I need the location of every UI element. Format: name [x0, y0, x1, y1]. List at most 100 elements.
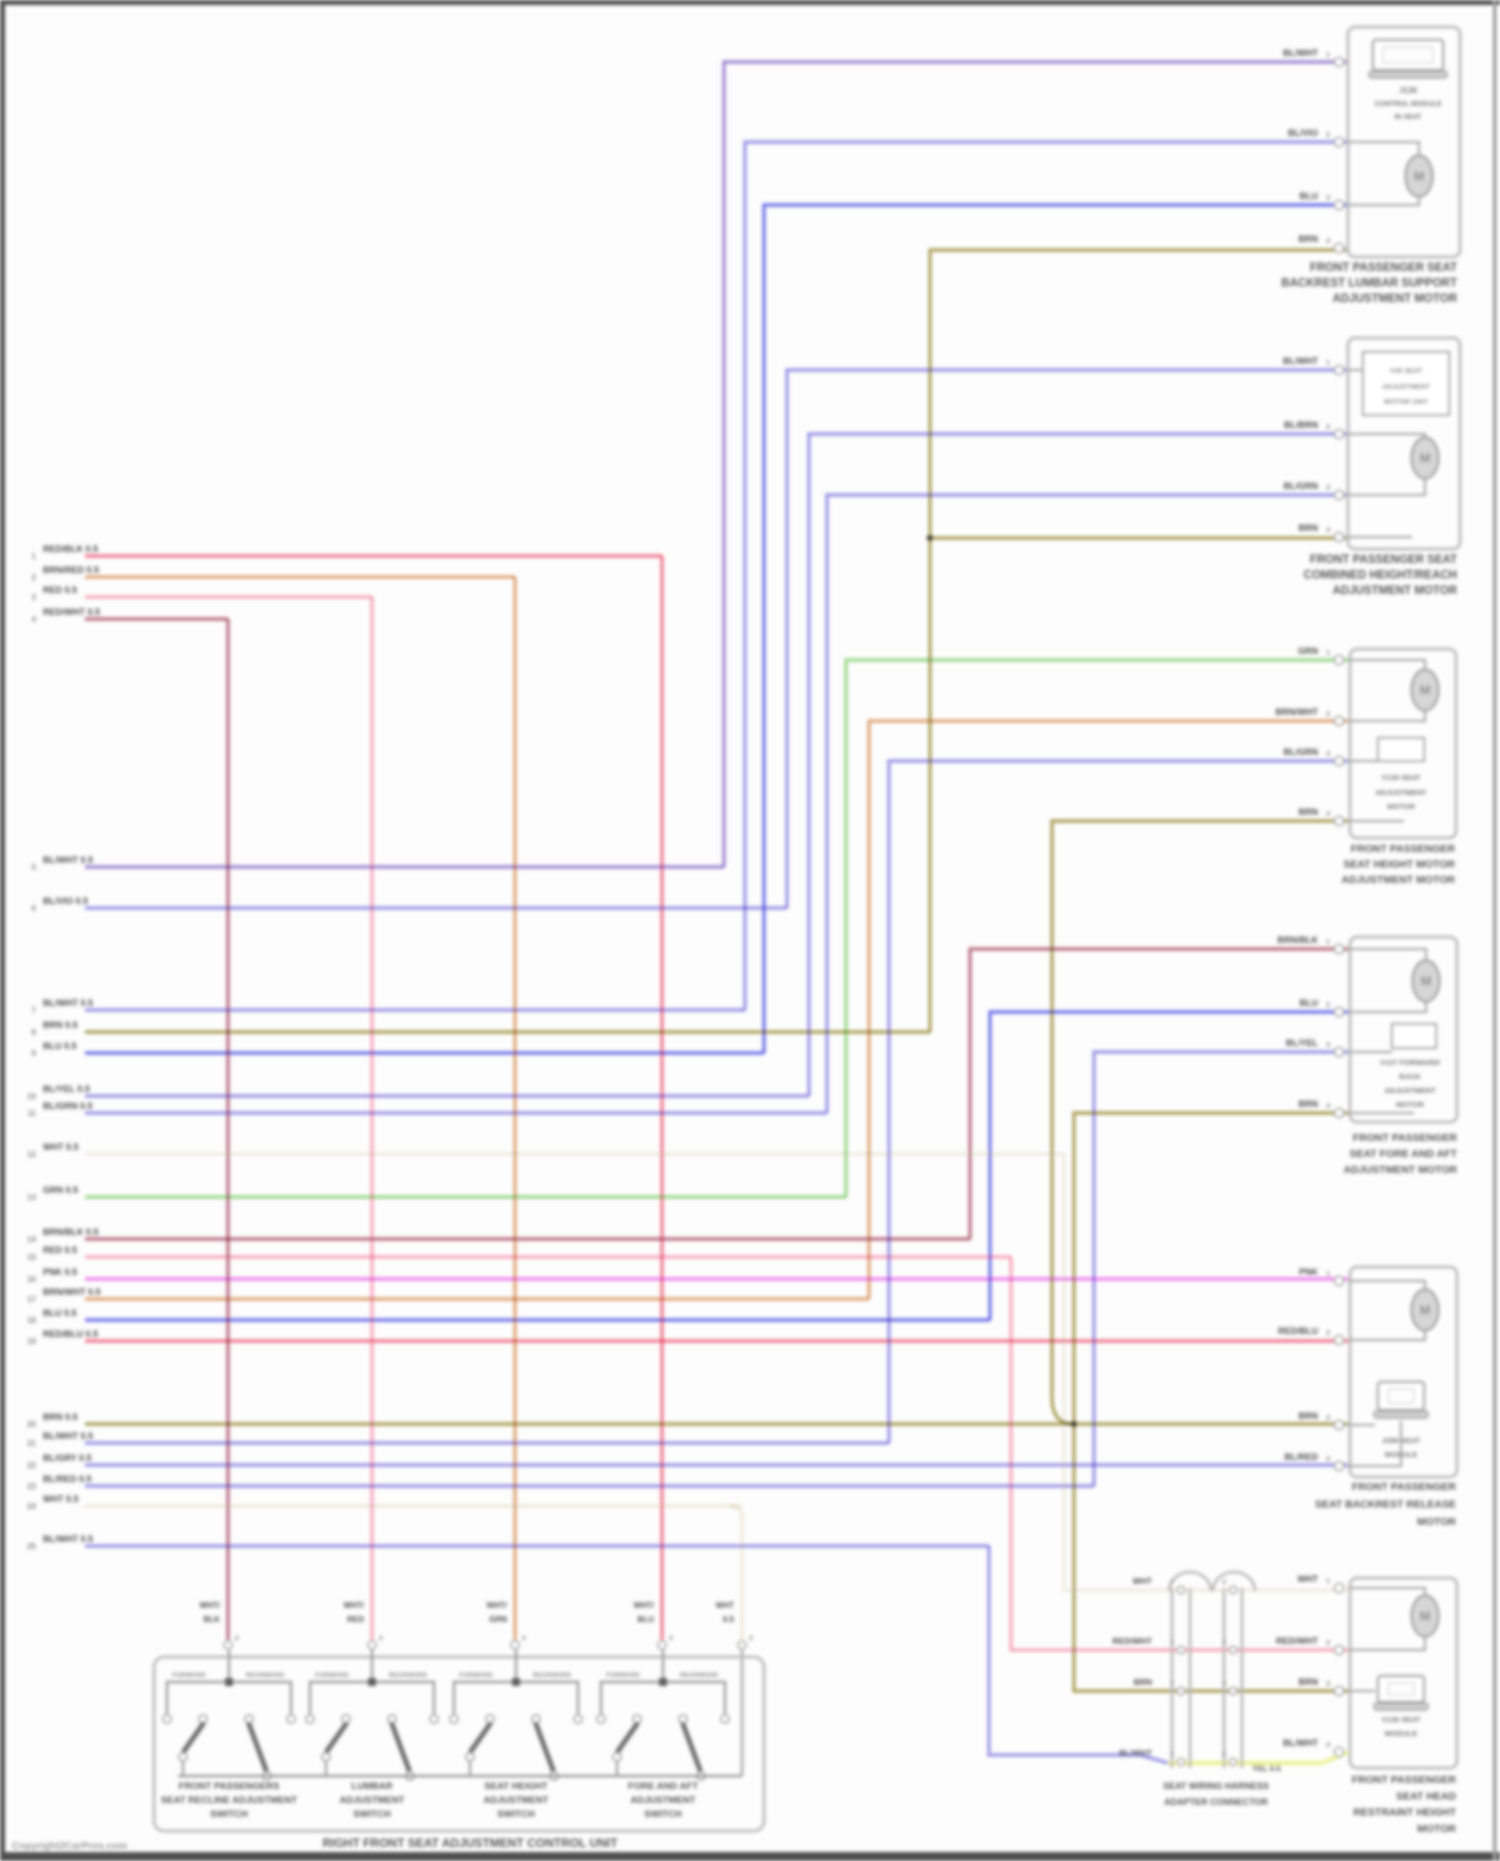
svg-text:2: 2: [379, 1635, 383, 1642]
svg-text:BL/GRN: BL/GRN: [1284, 481, 1319, 491]
svg-text:25: 25: [27, 1542, 36, 1551]
svg-text:10: 10: [27, 1092, 36, 1101]
svg-text:WHT: WHT: [1298, 1574, 1319, 1584]
svg-text:2: 2: [1326, 424, 1330, 431]
svg-text:0.5: 0.5: [723, 1615, 735, 1624]
svg-text:BRN: BRN: [1299, 1411, 1319, 1421]
svg-text:2: 2: [669, 1635, 673, 1642]
svg-text:ADJUSTMENT: ADJUSTMENT: [1382, 384, 1431, 391]
svg-text:Copyright2CarPros.com: Copyright2CarPros.com: [12, 1841, 127, 1852]
svg-text:ADJUSTMENT: ADJUSTMENT: [1384, 1086, 1436, 1095]
svg-text:3: 3: [1326, 485, 1330, 492]
svg-text:RED: RED: [347, 1615, 364, 1624]
svg-text:BRN: BRN: [1299, 1099, 1319, 1109]
svg-text:2: 2: [235, 1635, 239, 1642]
svg-text:BL/GRY 0.5: BL/GRY 0.5: [43, 1453, 92, 1463]
svg-text:FRONT PASSENGER SEAT: FRONT PASSENGER SEAT: [1310, 554, 1457, 566]
svg-text:3: 3: [1326, 1042, 1330, 1049]
svg-text:2: 2: [1326, 132, 1330, 139]
svg-text:2: 2: [32, 573, 37, 582]
svg-text:WHT/: WHT/: [200, 1601, 221, 1610]
svg-text:SWITCH: SWITCH: [497, 1809, 535, 1820]
svg-text:WHT: WHT: [716, 1601, 734, 1610]
svg-text:ADJUSTMENT: ADJUSTMENT: [631, 1795, 696, 1806]
svg-text:MOTOR: MOTOR: [1417, 1516, 1456, 1528]
svg-text:2: 2: [522, 1635, 526, 1642]
svg-text:BLU 0.5: BLU 0.5: [43, 1041, 77, 1051]
svg-text:2: 2: [1222, 1639, 1226, 1646]
svg-text:1: 1: [1326, 939, 1330, 946]
svg-text:RED/BLU 0.5: RED/BLU 0.5: [43, 1329, 98, 1339]
svg-text:BL/WHT 0.5: BL/WHT 0.5: [43, 1534, 93, 1544]
svg-text:1: 1: [1170, 1680, 1174, 1687]
svg-text:WHT/: WHT/: [634, 1601, 655, 1610]
svg-text:BLU 0.5: BLU 0.5: [43, 1308, 77, 1318]
svg-text:FORWARD: FORWARD: [315, 1672, 349, 1679]
svg-text:FORWARD: FORWARD: [172, 1672, 206, 1679]
svg-text:BRN/WHT: BRN/WHT: [1276, 707, 1319, 717]
svg-text:2: 2: [1222, 1680, 1226, 1687]
svg-text:5: 5: [32, 863, 37, 872]
svg-text:GRN 0.5: GRN 0.5: [43, 1185, 78, 1195]
svg-text:BL/WHT: BL/WHT: [1283, 356, 1318, 366]
svg-text:BL/RED 0.5: BL/RED 0.5: [43, 1474, 92, 1484]
svg-text:BL/WHT 0.5: BL/WHT 0.5: [43, 1431, 93, 1441]
svg-text:BRN: BRN: [1299, 234, 1319, 244]
svg-text:SEAT FORE AND AFT: SEAT FORE AND AFT: [1349, 1148, 1457, 1160]
svg-text:SEAT HEIGHT MOTOR: SEAT HEIGHT MOTOR: [1343, 859, 1455, 871]
svg-text:BL/WHT: BL/WHT: [1119, 1748, 1153, 1758]
svg-text:RED/WHT: RED/WHT: [1112, 1636, 1152, 1646]
svg-text:RED/BLK 0.5: RED/BLK 0.5: [43, 544, 98, 554]
svg-text:1: 1: [1170, 1751, 1174, 1758]
svg-text:1: 1: [32, 552, 37, 561]
svg-text:WHT: WHT: [1133, 1576, 1153, 1586]
svg-text:ADJUSTMENT: ADJUSTMENT: [484, 1795, 549, 1806]
svg-text:BLU: BLU: [638, 1615, 655, 1624]
svg-text:J136: J136: [1399, 86, 1417, 95]
svg-text:3: 3: [1326, 1415, 1330, 1422]
svg-text:11: 11: [28, 1109, 37, 1118]
svg-text:ADJUSTMENT MOTOR: ADJUSTMENT MOTOR: [1343, 1164, 1457, 1176]
svg-text:GRN: GRN: [1298, 646, 1318, 656]
svg-text:M: M: [1420, 1303, 1431, 1318]
svg-text:V28 SEAT: V28 SEAT: [1390, 368, 1423, 375]
svg-text:4: 4: [32, 615, 37, 624]
svg-text:PNK 0.5: PNK 0.5: [43, 1267, 77, 1277]
svg-text:BRN: BRN: [1134, 1677, 1152, 1687]
svg-text:ADJUSTMENT MOTOR: ADJUSTMENT MOTOR: [1333, 585, 1458, 597]
svg-text:1: 1: [1326, 650, 1330, 657]
svg-text:COMBINED HEIGHT/REACH: COMBINED HEIGHT/REACH: [1304, 570, 1457, 582]
svg-text:BRN: BRN: [1299, 1677, 1319, 1687]
svg-text:15: 15: [27, 1253, 36, 1262]
svg-text:13: 13: [27, 1193, 36, 1202]
svg-text:RED/WHT 0.5: RED/WHT 0.5: [43, 607, 100, 617]
svg-text:3: 3: [1326, 751, 1330, 758]
svg-text:7: 7: [32, 1006, 37, 1015]
svg-text:6: 6: [32, 904, 37, 913]
svg-text:V139 SEAT: V139 SEAT: [1381, 773, 1420, 782]
svg-text:21: 21: [27, 1439, 36, 1448]
svg-text:BL/YEL: BL/YEL: [1286, 1038, 1319, 1048]
svg-text:9: 9: [32, 1049, 37, 1058]
svg-text:BL/YEL 0.5: BL/YEL 0.5: [43, 1084, 90, 1094]
svg-text:4: 4: [1326, 527, 1330, 534]
svg-text:4: 4: [1326, 238, 1330, 245]
svg-text:BRN/BLK 0.5: BRN/BLK 0.5: [43, 1227, 99, 1237]
svg-text:V137 FORWARD/: V137 FORWARD/: [1380, 1058, 1441, 1067]
svg-text:RIGHT FRONT SEAT ADJUSTMENT CO: RIGHT FRONT SEAT ADJUSTMENT CONTROL UNIT: [322, 1836, 618, 1850]
svg-text:FRONT PASSENGER: FRONT PASSENGER: [1351, 843, 1456, 855]
svg-text:SEAT RECLINE ADJUSTMENT: SEAT RECLINE ADJUSTMENT: [161, 1795, 297, 1806]
svg-text:WHT 0.5: WHT 0.5: [43, 1142, 79, 1152]
svg-text:GRN: GRN: [489, 1615, 507, 1624]
svg-text:20: 20: [27, 1420, 36, 1429]
svg-text:18: 18: [27, 1316, 36, 1325]
svg-text:REARWARD: REARWARD: [246, 1672, 284, 1679]
svg-text:BRN/RED 0.5: BRN/RED 0.5: [43, 565, 99, 575]
svg-text:17: 17: [27, 1295, 36, 1304]
svg-text:1: 1: [1326, 1578, 1330, 1585]
svg-text:3: 3: [1326, 1681, 1330, 1688]
svg-text:FRONT PASSENGER: FRONT PASSENGER: [1352, 1481, 1457, 1493]
svg-text:BRN: BRN: [1299, 523, 1319, 533]
svg-text:19: 19: [27, 1337, 36, 1346]
svg-text:12: 12: [27, 1150, 36, 1159]
